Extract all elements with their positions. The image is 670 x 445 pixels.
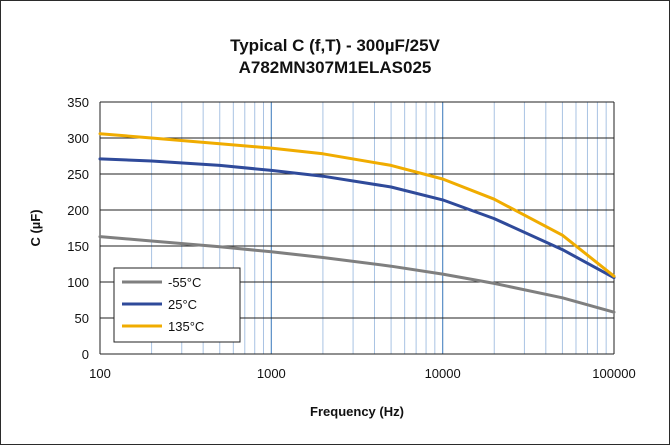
chart-title: Typical C (f,T) - 300µF/25V	[230, 36, 440, 55]
y-tick-label: 300	[67, 131, 89, 146]
series-lines	[98, 132, 616, 314]
y-tick-label: 100	[67, 275, 89, 290]
y-tick-label: 50	[75, 311, 89, 326]
y-tick-label: 200	[67, 203, 89, 218]
x-axis-label: Frequency (Hz)	[310, 404, 404, 419]
series-line-1	[98, 235, 616, 314]
series-line-2	[98, 157, 616, 280]
y-tick-label: 150	[67, 239, 89, 254]
y-tick-label: 0	[82, 347, 89, 362]
tick-labels: 0 50 100 150 200 250 300 350 100 1000 10000 100000	[67, 95, 635, 381]
legend-label-1: -55°C	[168, 275, 201, 290]
y-tick-label: 350	[67, 95, 89, 110]
x-tick-label: 1000	[257, 366, 286, 381]
y-tick-label: 250	[67, 167, 89, 182]
y-axis-label: C (µF)	[28, 209, 43, 246]
legend: -55°C 25°C 135°C	[113, 267, 241, 343]
x-tick-label: 10000	[425, 366, 461, 381]
legend-label-2: 25°C	[168, 297, 197, 312]
x-tick-label: 100000	[592, 366, 635, 381]
series-line-3	[98, 132, 616, 278]
chart-subtitle: A782MN307M1ELAS025	[238, 58, 432, 77]
legend-label-3: 135°C	[168, 319, 204, 334]
x-tick-label: 100	[89, 366, 111, 381]
